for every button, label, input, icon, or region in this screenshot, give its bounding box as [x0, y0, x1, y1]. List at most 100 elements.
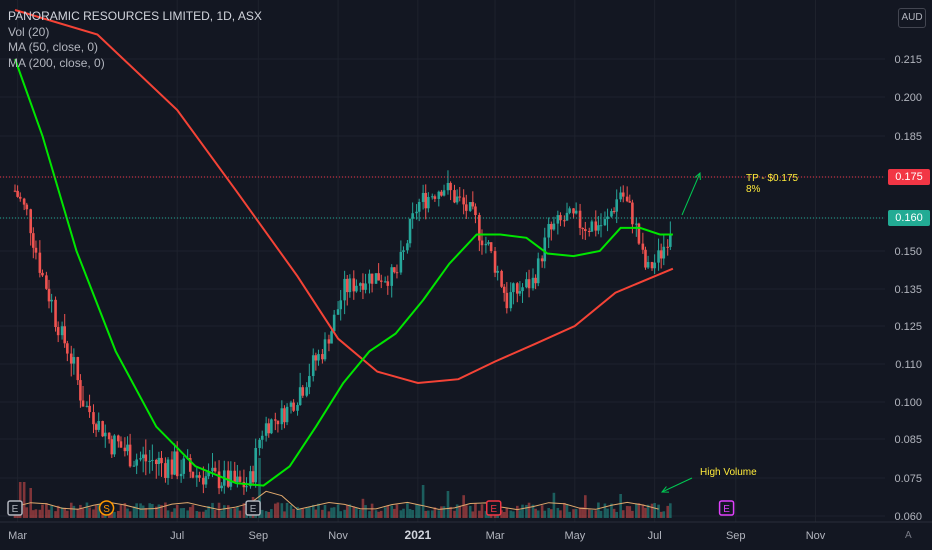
volume-bar [370, 503, 374, 518]
x-tick-label: Jul [170, 530, 184, 542]
volume-bar [81, 508, 85, 518]
indicator-volume[interactable]: Vol (20) [8, 24, 50, 39]
volume-bar [242, 503, 246, 518]
candle-body [395, 272, 399, 274]
marker-label: E [723, 504, 730, 515]
volume-bar [449, 506, 452, 518]
target-price-tag: 0.175 [888, 169, 930, 185]
high-volume-annotation: High Volume [700, 467, 757, 478]
x-tick-label: Sep [249, 530, 269, 542]
candle-body [415, 211, 418, 214]
candle-body [139, 458, 142, 460]
candle-body [41, 272, 44, 276]
current-price-tag: 0.160 [888, 210, 930, 226]
candle-body [191, 471, 195, 478]
volume-bar [66, 510, 69, 518]
price-axis[interactable]: 0.060 0.075 0.085 0.100 0.110 0.125 0.135 0.150… [894, 54, 922, 523]
candle-body [509, 292, 513, 309]
volume-bar [292, 508, 295, 518]
auto-scale-button[interactable]: A [905, 530, 912, 541]
earnings-marker-icon [7, 500, 23, 516]
candle-body [521, 287, 524, 292]
candle-body [128, 444, 132, 467]
volume-bar [386, 505, 390, 518]
candle-body [251, 471, 255, 483]
volume-bar [50, 505, 53, 518]
candle-body [72, 357, 76, 364]
candle-body [637, 223, 641, 244]
y-tick-label: 0.100 [894, 397, 922, 409]
volume-bar [619, 494, 622, 518]
x-tick-label: Mar [486, 530, 505, 542]
volume-bar [521, 504, 524, 518]
time-axis[interactable]: Mar Jul Sep Nov 2021 Mar May Jul Sep Nov [8, 528, 826, 542]
candle-body [393, 267, 396, 273]
candle-body [536, 258, 540, 284]
indicator-ma50[interactable]: MA (50, close, 0) [8, 40, 99, 54]
volume-bar [374, 510, 378, 518]
symbol-title[interactable]: PANORAMIC RESOURCES LIMITED, 1D, ASX [8, 9, 262, 23]
volume-bar [637, 503, 641, 518]
volume-bar [578, 507, 582, 518]
chart-legend: PANORAMIC RESOURCES LIMITED, 1D, ASX Vol… [8, 9, 262, 71]
volume-bar [480, 504, 484, 518]
volume-bar [128, 511, 132, 518]
candle-body [321, 354, 324, 360]
candle-body [364, 283, 367, 290]
candle-body [213, 467, 217, 472]
candle-body [484, 243, 488, 246]
candle-body [584, 229, 587, 232]
candle-body [311, 355, 315, 377]
volume-bar [550, 509, 553, 518]
volume-bar [468, 505, 472, 518]
candle-body [641, 243, 645, 250]
candle-body [343, 278, 346, 301]
volume-bar [301, 508, 305, 518]
candle-body [581, 227, 584, 230]
candle-body [92, 412, 95, 425]
currency-button[interactable]: AUD [898, 8, 926, 28]
volume-bar [666, 505, 670, 518]
volume-bar [154, 506, 158, 518]
earnings-marker-icon [245, 500, 261, 516]
candle-body [587, 231, 591, 233]
candle-body [421, 192, 425, 202]
volume-bar [34, 509, 38, 518]
candle-body [455, 196, 459, 203]
candle-body [317, 354, 320, 361]
volume-bar [433, 507, 437, 518]
volume-bar [440, 506, 443, 518]
volume-bar [308, 507, 311, 518]
volume-bar [336, 504, 340, 518]
indicator-ma200[interactable]: MA (200, close, 0) [8, 55, 105, 70]
volume-bar [207, 505, 210, 518]
candle-body [440, 191, 443, 196]
candle-body [264, 423, 268, 436]
volume-bar [584, 495, 587, 518]
candle-body [336, 309, 340, 315]
candle-body [119, 441, 123, 448]
volume-bar [644, 507, 647, 518]
candle-body [464, 204, 468, 211]
x-tick-label: Nov [806, 530, 826, 542]
y-tick-label: 0.060 [894, 511, 922, 523]
volume-bar [590, 509, 594, 518]
candle-body [332, 314, 336, 332]
candle-body [207, 471, 210, 477]
ma50-line [14, 58, 673, 487]
candle-body [411, 213, 414, 219]
volume-bar [132, 506, 136, 518]
volume-bar [669, 503, 672, 518]
volume-bar [348, 504, 352, 518]
volume-bar [527, 502, 531, 518]
volume-bar [22, 482, 26, 518]
candle-body [245, 486, 248, 488]
volume-bar [610, 503, 613, 518]
x-tick-label: Mar [8, 530, 27, 542]
candle-body [144, 454, 148, 462]
volume-bar [204, 509, 208, 518]
candle-body [13, 190, 17, 192]
volume-bar [276, 502, 280, 518]
